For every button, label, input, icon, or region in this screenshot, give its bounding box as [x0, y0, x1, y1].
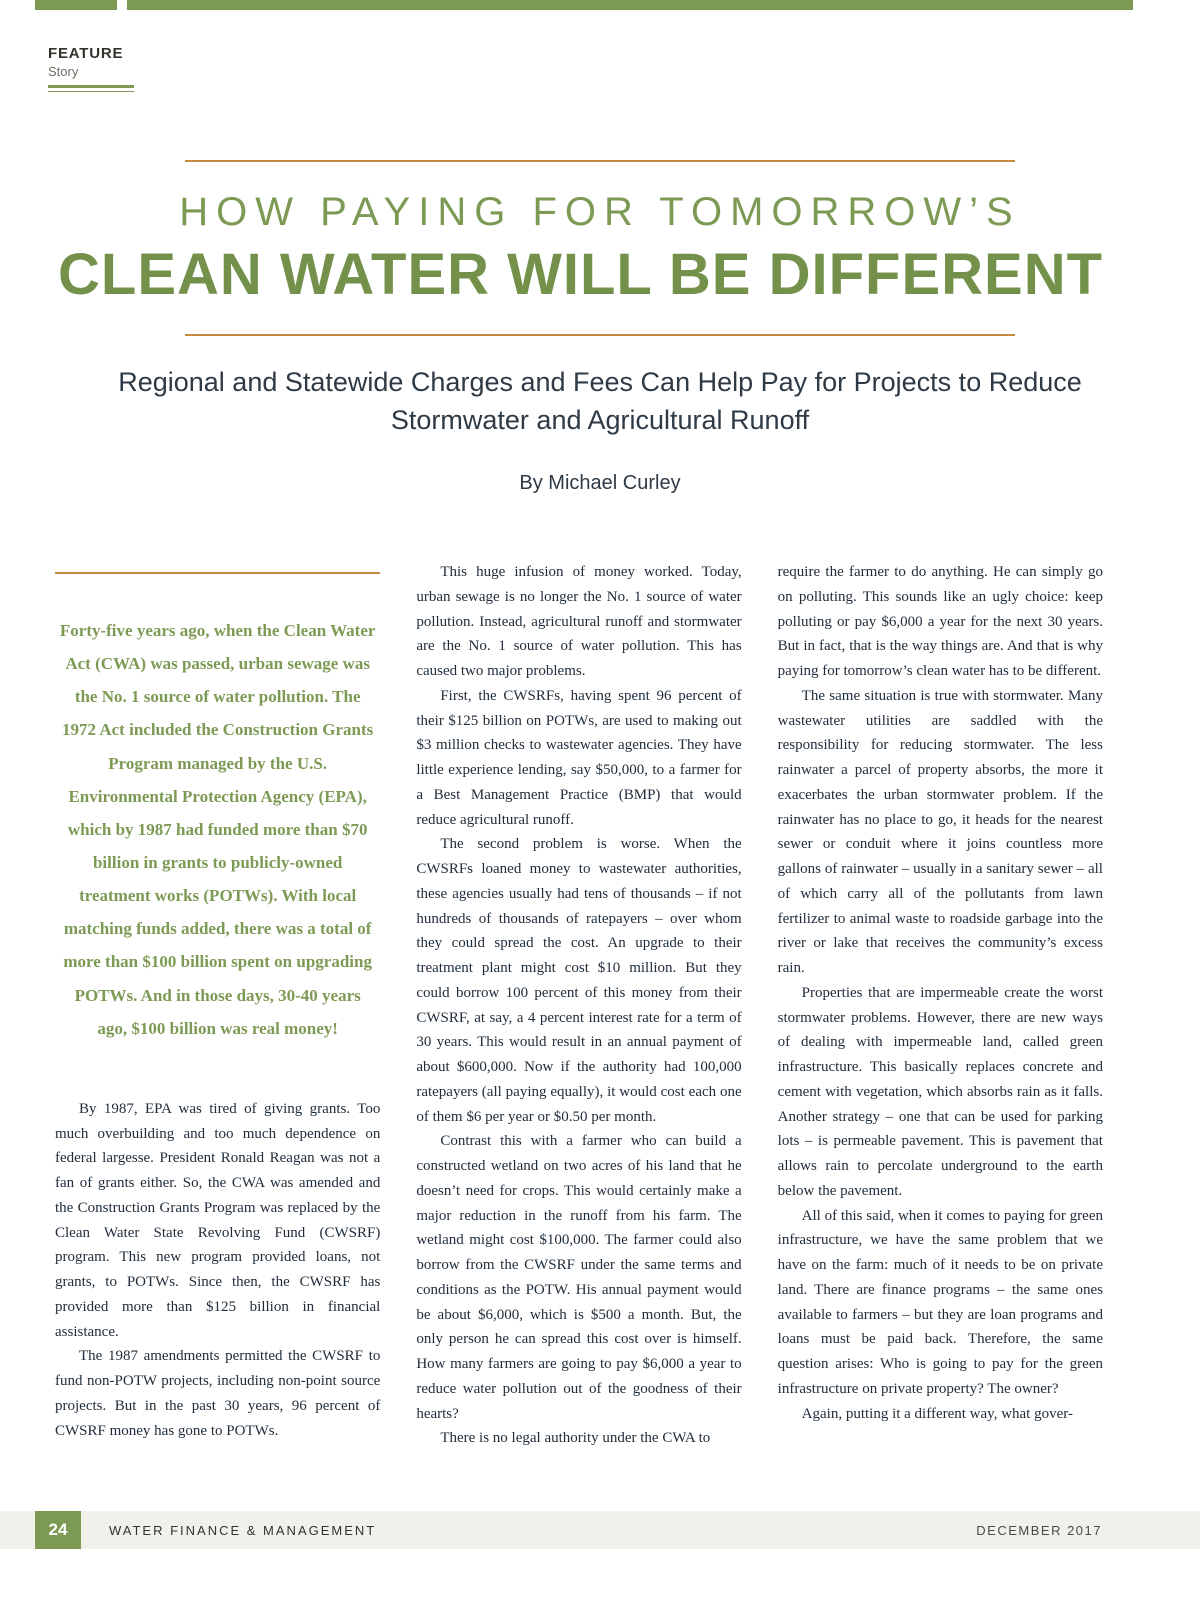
page-footer: 24 WATER FINANCE & MANAGEMENT DECEMBER 2…: [0, 1511, 1200, 1549]
footer-date: DECEMBER 2017: [976, 1522, 1102, 1538]
article-columns: Forty-five years ago, when the Clean Wat…: [55, 560, 1103, 1492]
byline: By Michael Curley: [519, 471, 681, 494]
paragraph: Properties that are impermeable create t…: [777, 984, 1103, 1199]
article-subtitle: Regional and Statewide Charges and Fees …: [118, 367, 1082, 435]
paragraph: require the farmer to do anything. He ca…: [777, 564, 1103, 679]
page-number-badge: 24: [35, 1511, 81, 1549]
top-bar-right-segment: [127, 0, 1133, 10]
paragraph: All of this said, when it comes to payin…: [777, 1207, 1103, 1397]
paragraph: This huge infusion of money worked. Toda…: [416, 564, 742, 679]
paragraph: Contrast this with a farmer who can buil…: [416, 1133, 742, 1422]
title-block: HOW PAYING FOR TOMORROW’S CLEAN WATER WI…: [0, 160, 1200, 495]
paragraph: The 1987 amendments permitted the CWSRF …: [55, 1348, 381, 1439]
feature-sublabel: Story: [48, 63, 79, 79]
paragraph: First, the CWSRFs, having spent 96 perce…: [416, 687, 742, 828]
paragraph: Again, putting it a different way, what …: [801, 1405, 1073, 1422]
top-bar-left-segment: [35, 0, 117, 10]
paragraph: The second problem is worse. When the CW…: [416, 836, 742, 1125]
page-number: 24: [48, 1520, 68, 1539]
column-left: Forty-five years ago, when the Clean Wat…: [55, 560, 381, 1492]
title-line-2: CLEAN WATER WILL BE DIFFERENT: [58, 242, 1104, 307]
pull-quote-rule: [55, 572, 381, 574]
column-middle: This huge infusion of money worked. Toda…: [416, 560, 741, 1492]
paragraph: There is no legal authority under the CW…: [440, 1430, 711, 1447]
feature-badge: FEATURE Story: [48, 45, 134, 92]
column-left-body: By 1987, EPA was tired of giving grants.…: [55, 1097, 380, 1444]
feature-label: FEATURE: [48, 45, 124, 62]
title-rule-top: [185, 160, 1015, 162]
paragraph: By 1987, EPA was tired of giving grants.…: [55, 1100, 381, 1340]
feature-rule: [48, 84, 134, 92]
footer-publication: WATER FINANCE & MANAGEMENT: [109, 1522, 377, 1538]
column-right: require the farmer to do anything. He ca…: [778, 560, 1103, 1492]
paragraph: The same situation is true with stormwat…: [777, 687, 1103, 976]
title-rule-bottom: [185, 334, 1015, 336]
pull-quote: Forty-five years ago, when the Clean Wat…: [59, 621, 376, 1038]
title-line-1: HOW PAYING FOR TOMORROW’S: [179, 190, 1021, 234]
